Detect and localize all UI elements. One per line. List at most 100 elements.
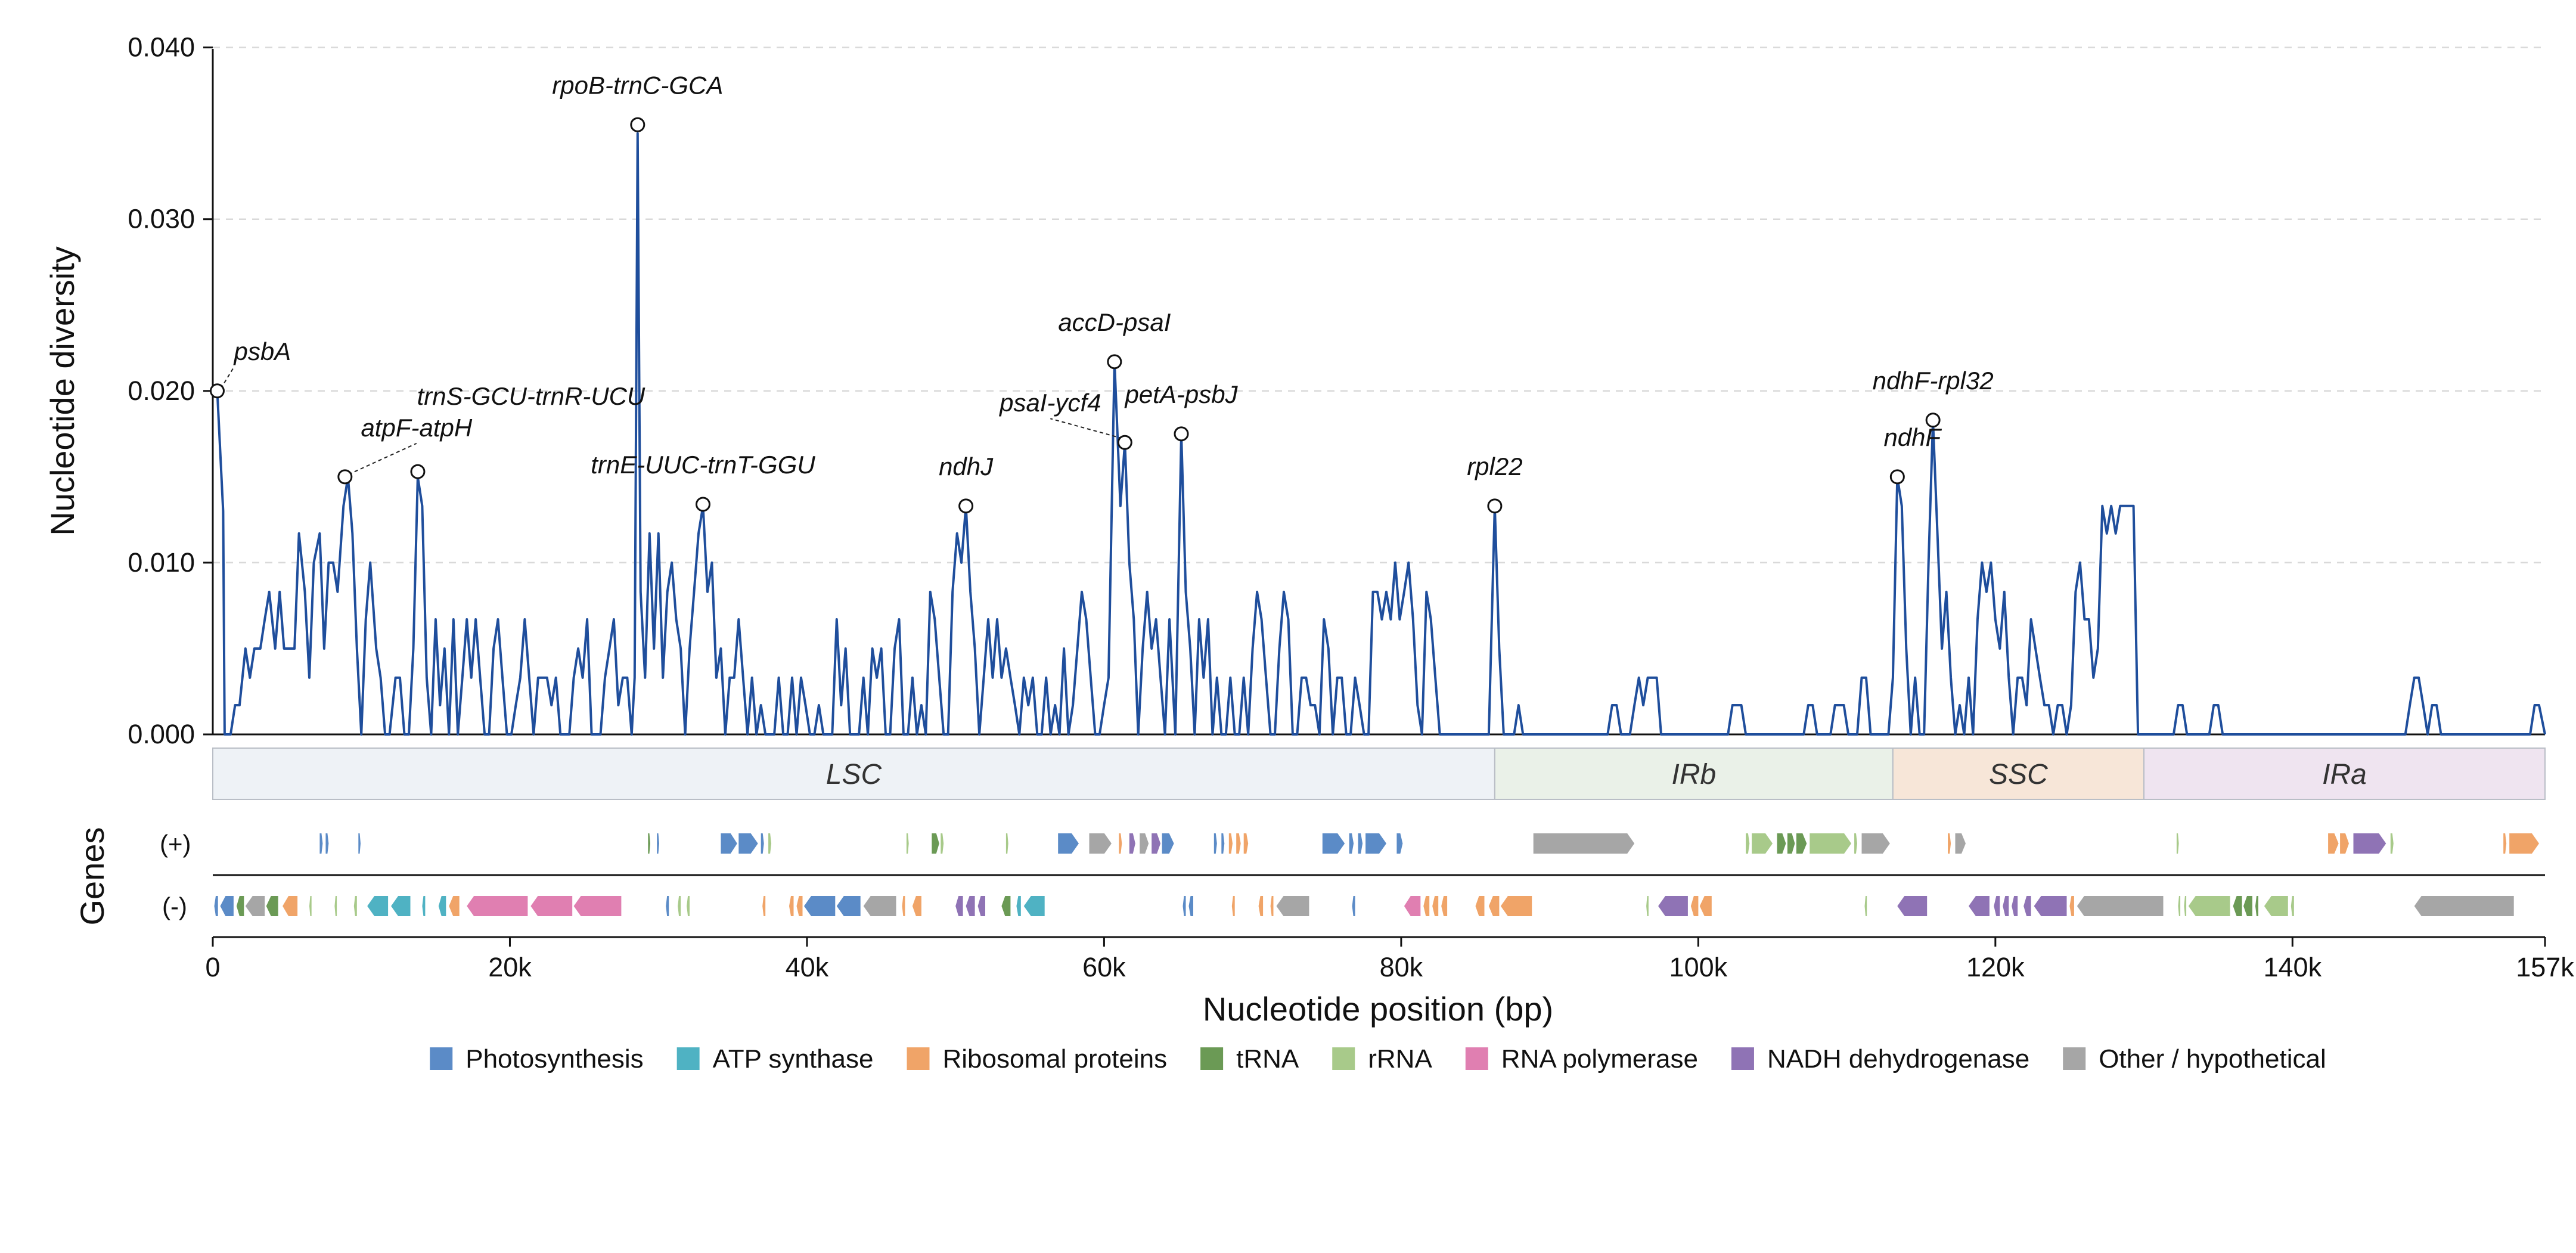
- gene-minus-strand: [1658, 896, 1688, 916]
- x-tick-label: 60k: [1082, 952, 1126, 982]
- gene-minus-strand: [1276, 896, 1309, 916]
- x-tick-label: 140k: [2264, 952, 2322, 982]
- gene-plus-strand: [1243, 833, 1249, 854]
- gene-minus-strand: [762, 896, 766, 916]
- gene-plus-strand: [1129, 833, 1135, 854]
- gene-minus-strand: [836, 896, 861, 916]
- y-tick-label: 0.030: [128, 204, 195, 234]
- gene-plus-strand: [721, 833, 737, 854]
- legend-label: RNA polymerase: [1501, 1044, 1698, 1074]
- gene-minus-strand: [2184, 896, 2187, 916]
- gene-plus-strand: [1787, 833, 1795, 854]
- peak-marker: [1889, 469, 1905, 485]
- y-tick-label: 0.000: [128, 719, 195, 749]
- gene-minus-strand: [2264, 896, 2288, 916]
- gene-minus-strand: [966, 896, 975, 916]
- gene-plus-strand: [1365, 833, 1386, 854]
- peak-label: accD-psaI: [1058, 308, 1171, 336]
- gene-minus-strand: [2233, 896, 2242, 916]
- gene-plus-strand: [1236, 833, 1241, 854]
- peak-annotations: psbA atpF-atpH trnS-GCU-trnR-UCU rpoB-trnC-…: [209, 71, 1994, 514]
- gene-plus-strand: [1533, 833, 1635, 854]
- legend-swatch: [676, 1047, 700, 1070]
- peak-leader-line: [1050, 418, 1129, 441]
- gene-minus-strand: [220, 896, 234, 916]
- gene-minus-strand: [1994, 896, 2000, 916]
- gene-track: [213, 833, 2545, 916]
- gene-minus-strand: [1188, 896, 1193, 916]
- gene-minus-strand: [902, 896, 905, 916]
- gene-minus-strand: [266, 896, 278, 916]
- gene-minus-strand: [334, 896, 337, 916]
- gene-minus-strand: [666, 896, 669, 916]
- gene-minus-strand: [422, 896, 426, 916]
- peak-leader-line: [220, 367, 235, 389]
- gene-minus-strand: [438, 896, 446, 916]
- legend-swatch: [1332, 1047, 1355, 1070]
- gene-minus-strand: [2012, 896, 2018, 916]
- gene-minus-strand: [2255, 896, 2258, 916]
- legend-label: tRNA: [1236, 1044, 1299, 1074]
- gene-minus-strand: [2023, 896, 2031, 916]
- legend-label: Photosynthesis: [465, 1044, 643, 1074]
- gene-plus-strand: [1796, 833, 1807, 854]
- gene-minus-strand: [1475, 896, 1485, 916]
- grid-lines: [213, 46, 2545, 564]
- gene-minus-strand: [863, 896, 896, 916]
- peak-label: petA-psbJ: [1123, 380, 1238, 408]
- gene-minus-strand: [283, 896, 298, 916]
- legend-swatch: [2063, 1047, 2086, 1070]
- gene-minus-strand: [1690, 896, 1699, 916]
- gene-minus-strand: [214, 896, 218, 916]
- peak-marker: [1487, 498, 1503, 514]
- gene-minus-strand: [1646, 896, 1649, 916]
- peak-marker: [630, 117, 645, 132]
- gene-plus-strand: [941, 833, 944, 854]
- gene-minus-strand: [912, 896, 921, 916]
- peak-marker: [410, 464, 426, 479]
- gene-minus-strand: [796, 896, 803, 916]
- region-box: [2143, 748, 2546, 800]
- peak-label: rpl22: [1467, 452, 1522, 480]
- gene-plus-strand: [358, 833, 361, 854]
- gene-plus-strand: [319, 833, 323, 854]
- peak-label: ndhF: [1883, 423, 1942, 451]
- peak-marker: [337, 469, 353, 485]
- gene-minus-strand: [449, 896, 460, 916]
- legend-label: Other / hypothetical: [2099, 1044, 2326, 1074]
- gene-minus-strand: [1183, 896, 1186, 916]
- gene-minus-strand: [2178, 896, 2181, 916]
- gene-plus-strand: [1119, 833, 1122, 854]
- gene-plus-strand: [2353, 833, 2386, 854]
- gene-plus-strand: [325, 833, 329, 854]
- x-tick-label: 80k: [1380, 952, 1423, 982]
- peak-marker: [958, 498, 974, 514]
- y-tick-label: 0.010: [128, 547, 195, 578]
- region-track: LSC IRb SSC IRa: [212, 748, 2546, 800]
- region-label: SSC: [1989, 759, 2048, 790]
- peak-marker: [1925, 413, 1941, 428]
- legend: Photosynthesis ATP synthase Ribosomal prot…: [430, 1044, 2326, 1074]
- gene-plus-strand: [648, 833, 650, 854]
- gene-plus-strand: [1746, 833, 1750, 854]
- legend-label: NADH dehydrogenase: [1767, 1044, 2029, 1074]
- gene-minus-strand: [367, 896, 389, 916]
- gene-minus-strand: [353, 896, 357, 916]
- gene-plus-strand: [2509, 833, 2539, 854]
- gene-minus-strand: [2003, 896, 2009, 916]
- gene-plus-strand: [1810, 833, 1852, 854]
- region-box: [1494, 748, 1894, 800]
- gene-plus-strand: [1752, 833, 1773, 854]
- gene-plus-strand: [1221, 833, 1225, 854]
- diversity-line: [213, 132, 2546, 736]
- peak-label: ndhJ: [939, 452, 994, 480]
- gene-plus-strand: [1089, 833, 1112, 854]
- gene-plus-strand: [1349, 833, 1354, 854]
- gene-plus-strand: [1140, 833, 1149, 854]
- gene-minus-strand: [573, 896, 622, 916]
- gene-plus-strand: [1396, 833, 1403, 854]
- gene-plus-strand: [1228, 833, 1233, 854]
- gene-minus-strand: [1001, 896, 1011, 916]
- gene-minus-strand: [2077, 896, 2164, 916]
